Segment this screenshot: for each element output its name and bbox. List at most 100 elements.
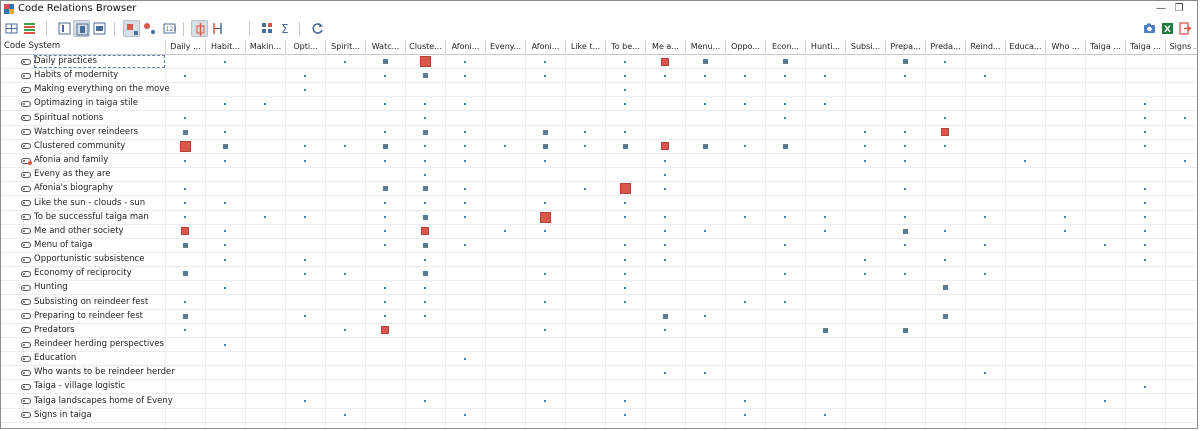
table-row[interactable]: Preparing to reindeer fest (1, 310, 1197, 324)
intersection-marker[interactable] (424, 159, 426, 162)
intersection-marker[interactable] (504, 230, 506, 233)
intersection-marker[interactable] (224, 159, 226, 162)
intersection-marker[interactable] (944, 60, 946, 63)
column-header[interactable]: Spirit... (325, 40, 365, 54)
code-row-header[interactable]: Taiga landscapes home of Eveny (21, 395, 173, 408)
intersection-marker[interactable] (984, 216, 986, 219)
table-row[interactable]: Spiritual notions (1, 112, 1197, 126)
intersection-marker[interactable] (941, 128, 949, 137)
table-row[interactable]: Afonia and family (1, 154, 1197, 169)
intersection-marker[interactable] (184, 187, 186, 190)
intersection-marker[interactable] (424, 202, 426, 204)
intersection-marker[interactable] (382, 143, 388, 149)
intersection-marker[interactable] (544, 74, 546, 77)
intersection-marker[interactable] (384, 159, 386, 162)
intersection-marker[interactable] (702, 59, 708, 64)
intersection-marker[interactable] (942, 285, 948, 291)
intersection-marker[interactable] (824, 102, 826, 105)
intersection-marker[interactable] (1144, 258, 1146, 261)
intersection-marker[interactable] (904, 244, 906, 247)
intersection-marker[interactable] (864, 159, 866, 162)
intersection-marker[interactable] (384, 315, 386, 318)
intersection-marker[interactable] (542, 129, 548, 135)
code-row-header[interactable]: Habits of modernity (21, 69, 118, 82)
intersection-marker[interactable] (422, 186, 428, 192)
intersection-marker[interactable] (1064, 216, 1066, 219)
intersection-marker[interactable] (382, 186, 388, 192)
intersection-marker[interactable] (584, 131, 586, 134)
column-header[interactable]: Makin... (245, 40, 285, 54)
table-row[interactable]: Making everything on the move (1, 83, 1197, 98)
intersection-marker[interactable] (504, 145, 506, 148)
intersection-marker[interactable] (464, 244, 466, 247)
circles-symbol-button[interactable] (141, 20, 158, 37)
table-row[interactable]: Who wants to be reindeer herder (1, 366, 1197, 381)
code-row-header[interactable]: Who wants to be reindeer herder (21, 366, 175, 379)
intersection-marker[interactable] (744, 145, 746, 148)
column-header[interactable]: Subsi... (845, 40, 885, 54)
intersection-marker[interactable] (664, 329, 666, 332)
column-header[interactable]: Me a... (645, 40, 685, 54)
column-header[interactable]: Daily ... (165, 40, 205, 54)
intersection-marker[interactable] (424, 145, 426, 148)
intersection-marker[interactable] (824, 414, 826, 417)
intersection-marker[interactable] (864, 272, 866, 275)
code-row-header[interactable]: Predators (21, 324, 75, 337)
code-row-header[interactable]: Daily practices (21, 55, 97, 68)
intersection-marker[interactable] (344, 145, 346, 148)
intersection-marker[interactable] (1144, 145, 1146, 148)
intersection-marker[interactable] (744, 400, 746, 403)
view-mode-2-button[interactable] (73, 20, 90, 37)
intersection-marker[interactable] (424, 117, 426, 120)
intersection-marker[interactable] (624, 244, 626, 247)
intersection-marker[interactable] (184, 74, 186, 77)
intersection-marker[interactable] (384, 131, 386, 134)
intersection-marker[interactable] (864, 258, 866, 261)
intersection-marker[interactable] (664, 216, 666, 219)
intersection-marker[interactable] (784, 272, 786, 275)
column-header[interactable]: Opti... (285, 40, 325, 54)
intersection-marker[interactable] (544, 230, 546, 233)
intersection-marker[interactable] (664, 159, 666, 162)
intersection-marker[interactable] (1144, 216, 1146, 219)
intersection-marker[interactable] (944, 117, 946, 120)
intersection-marker[interactable] (624, 74, 626, 77)
intersection-marker[interactable] (664, 74, 666, 77)
column-header[interactable]: Who ... (1045, 40, 1085, 54)
intersection-marker[interactable] (702, 143, 708, 149)
table-row[interactable]: Hunting (1, 281, 1197, 296)
intersection-marker[interactable] (664, 244, 666, 247)
intersection-marker[interactable] (824, 74, 826, 77)
intersection-marker[interactable] (784, 74, 786, 77)
intersection-marker[interactable] (661, 57, 669, 66)
intersection-marker[interactable] (624, 272, 626, 275)
intersection-marker[interactable] (624, 414, 626, 417)
intersection-marker[interactable] (464, 145, 466, 148)
intersection-marker[interactable] (424, 258, 426, 261)
intersection-marker[interactable] (222, 143, 228, 149)
code-row-header[interactable]: To be successful taiga man (21, 211, 149, 224)
intersection-marker[interactable] (179, 140, 191, 152)
expand-all-button[interactable] (3, 20, 20, 37)
intersection-marker[interactable] (344, 329, 346, 332)
column-header[interactable]: Prepa... (885, 40, 925, 54)
intersection-marker[interactable] (664, 371, 666, 374)
intersection-marker[interactable] (264, 102, 266, 105)
intersection-marker[interactable] (424, 301, 426, 304)
intersection-marker[interactable] (182, 129, 188, 135)
intersection-marker[interactable] (304, 159, 306, 162)
intersection-marker[interactable] (384, 216, 386, 219)
code-row-header[interactable]: Afonia and family (21, 154, 108, 167)
intersection-marker[interactable] (344, 272, 346, 275)
intersection-marker[interactable] (464, 357, 466, 360)
intersection-marker[interactable] (744, 74, 746, 77)
intersection-marker[interactable] (184, 159, 186, 162)
column-header[interactable]: Eveny... (485, 40, 525, 54)
intersection-marker[interactable] (464, 131, 466, 134)
intersection-marker[interactable] (422, 73, 428, 79)
column-header[interactable]: Educa... (1005, 40, 1045, 54)
intersection-marker[interactable] (744, 414, 746, 417)
code-colors-button[interactable] (21, 20, 38, 37)
intersection-marker[interactable] (464, 159, 466, 162)
intersection-marker[interactable] (624, 102, 626, 105)
